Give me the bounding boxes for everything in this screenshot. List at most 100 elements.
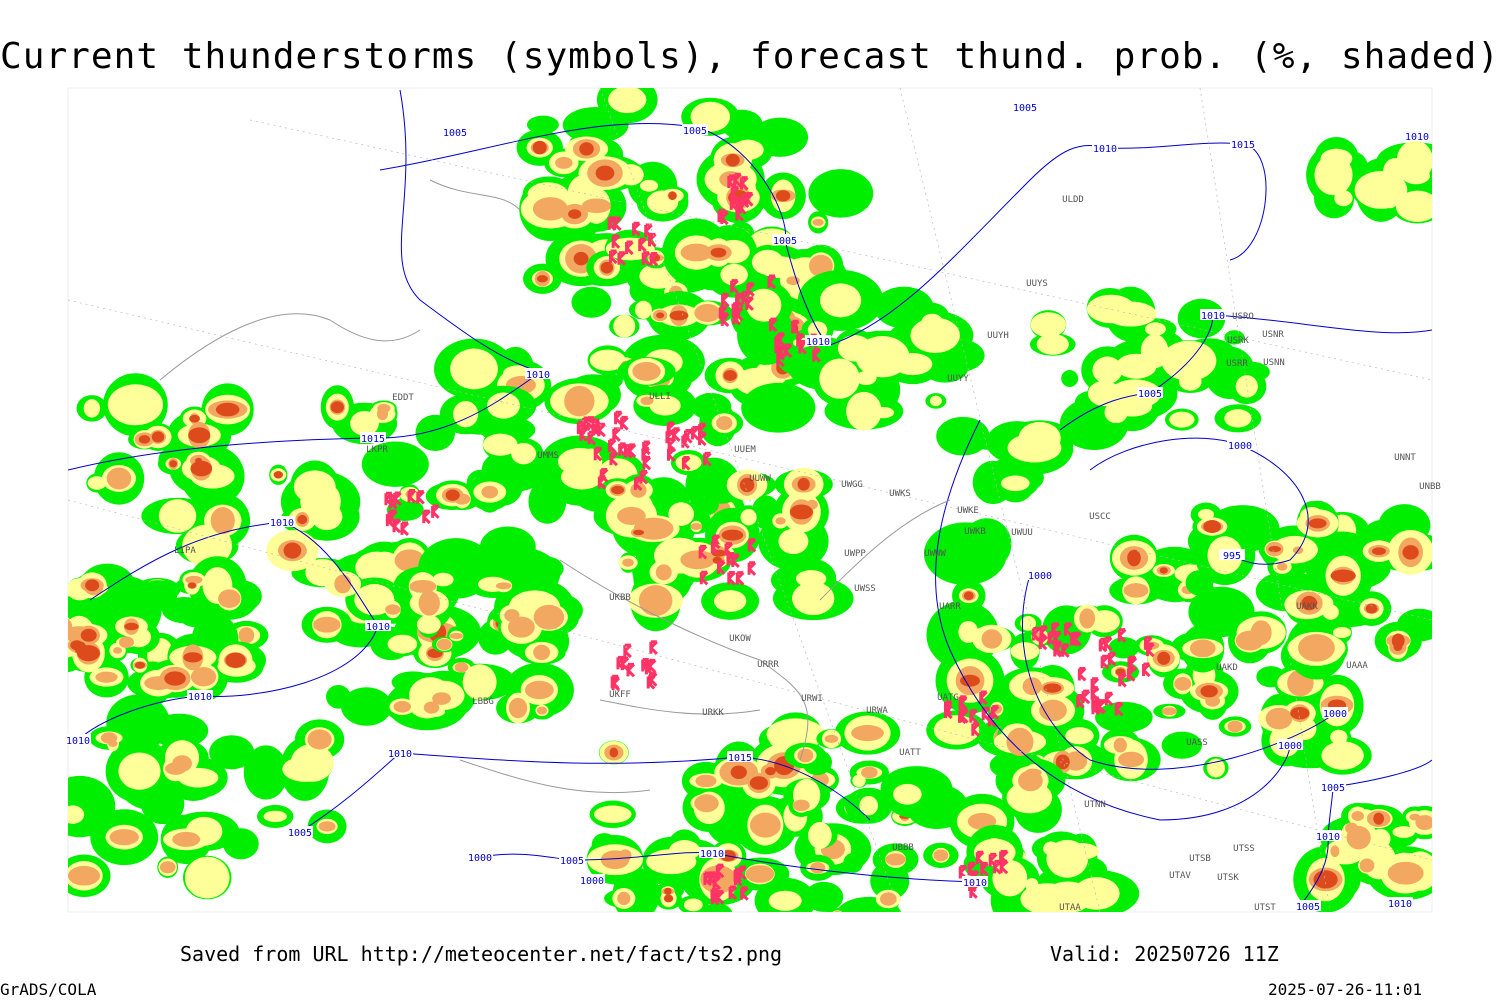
shade-patch [740, 509, 757, 526]
shade-patch [639, 179, 659, 192]
storm-symbol [667, 437, 677, 453]
shade-patch [680, 550, 715, 570]
shade-patch [694, 303, 721, 323]
isobar-label: 1005 [443, 128, 467, 139]
shade-patch [436, 638, 452, 651]
shade-patch [481, 485, 499, 499]
shade-patch [415, 414, 455, 452]
storm-symbol [1077, 666, 1087, 682]
storm-symbol [638, 237, 647, 253]
storm-symbol [979, 690, 988, 706]
storm-symbol [980, 861, 989, 877]
storm-symbol [644, 223, 653, 239]
isobar-label: 1010 [388, 749, 412, 760]
shade-patch [1073, 877, 1120, 910]
shade-patch [716, 416, 733, 431]
shade-patch [1061, 370, 1079, 388]
isobar-label: 1010 [1201, 311, 1225, 322]
shade-patch [819, 283, 862, 318]
storm-symbol [633, 476, 643, 492]
shade-patch [1092, 356, 1123, 384]
shade-patch [1302, 636, 1331, 662]
shade-patch [775, 190, 791, 202]
map-lines [68, 88, 1432, 912]
shade-patch [581, 198, 612, 214]
shade-patch [758, 256, 801, 278]
shade-patch [680, 243, 713, 262]
storm-symbol [967, 861, 977, 877]
shade-patch [655, 564, 672, 581]
valid-time: Valid: 20250726 11Z [1050, 942, 1279, 966]
shade-patch [432, 572, 454, 587]
storm-symbol [812, 347, 821, 363]
station-label: ULLI [649, 392, 671, 402]
shade-patch [1268, 545, 1281, 553]
shade-patch [568, 209, 582, 219]
isobar-label: 1005 [288, 828, 312, 839]
isobar-label-bg [467, 851, 493, 862]
storm-symbol [990, 705, 1000, 720]
storm-symbol [988, 852, 998, 868]
storm-symbol [774, 335, 783, 350]
shade-patch [449, 632, 464, 640]
shade-patch [710, 247, 727, 258]
shade-patch [164, 762, 187, 775]
shade-patch [106, 467, 132, 490]
storm-symbol [741, 290, 750, 306]
shade-patch [1365, 603, 1378, 614]
shade-patch [837, 335, 872, 362]
isobar-label-bg [1404, 130, 1430, 141]
shade-patch [393, 700, 411, 713]
shade-patch [87, 476, 107, 490]
shade-patch [318, 821, 336, 832]
shade-patch [124, 622, 139, 631]
storm-symbol [767, 274, 777, 290]
storm-symbol [726, 552, 736, 567]
storm-symbol [1073, 631, 1082, 647]
shade-patch [1000, 475, 1030, 492]
shade-patch [385, 604, 401, 615]
storm-symbol [690, 425, 700, 441]
station-label: UTSK [1217, 873, 1239, 883]
shade-patch [532, 140, 547, 155]
station-label: LKPR [366, 445, 388, 455]
storm-symbol [745, 296, 754, 311]
storm-symbol [393, 491, 402, 507]
isobar-label: 1000 [1278, 741, 1302, 752]
shade-patch [283, 542, 302, 559]
isobar-label-bg [1219, 549, 1245, 560]
station-label: UWSS [854, 584, 876, 594]
shade-patch [487, 392, 520, 419]
shade-patch [613, 314, 636, 338]
station-label: UTSB [1189, 854, 1211, 864]
shade-patch [1313, 870, 1338, 889]
storm-symbol [1070, 632, 1079, 647]
storm-symbol [727, 174, 736, 190]
isobar-label: 1000 [1228, 441, 1252, 452]
storm-symbol [626, 662, 636, 678]
station-label: UWPP [844, 549, 866, 559]
shade-patch [1354, 170, 1408, 209]
shade-patch [683, 898, 703, 912]
station-label: UWKS [889, 489, 911, 499]
shade-patch [215, 402, 240, 417]
shade-patch [749, 776, 769, 790]
shade-patch [263, 810, 287, 823]
shade-patch [210, 507, 235, 535]
shade-patch [1395, 190, 1432, 222]
storm-symbol [609, 249, 618, 265]
shade-patch [1088, 610, 1120, 633]
shade-patch [1265, 707, 1293, 730]
shade-patch [432, 692, 451, 705]
isobar-label: 1010 [366, 622, 390, 633]
shade-patch [609, 747, 619, 758]
station-label: LIPA [174, 546, 196, 556]
storm-symbol [1090, 686, 1100, 701]
shade-patch [1025, 878, 1039, 893]
storm-symbol [698, 422, 707, 438]
shade-patch [775, 517, 786, 525]
shade-patch [622, 558, 634, 567]
storm-symbol [730, 185, 740, 201]
shade-patch [1301, 595, 1318, 611]
shade-patch [1043, 683, 1062, 693]
